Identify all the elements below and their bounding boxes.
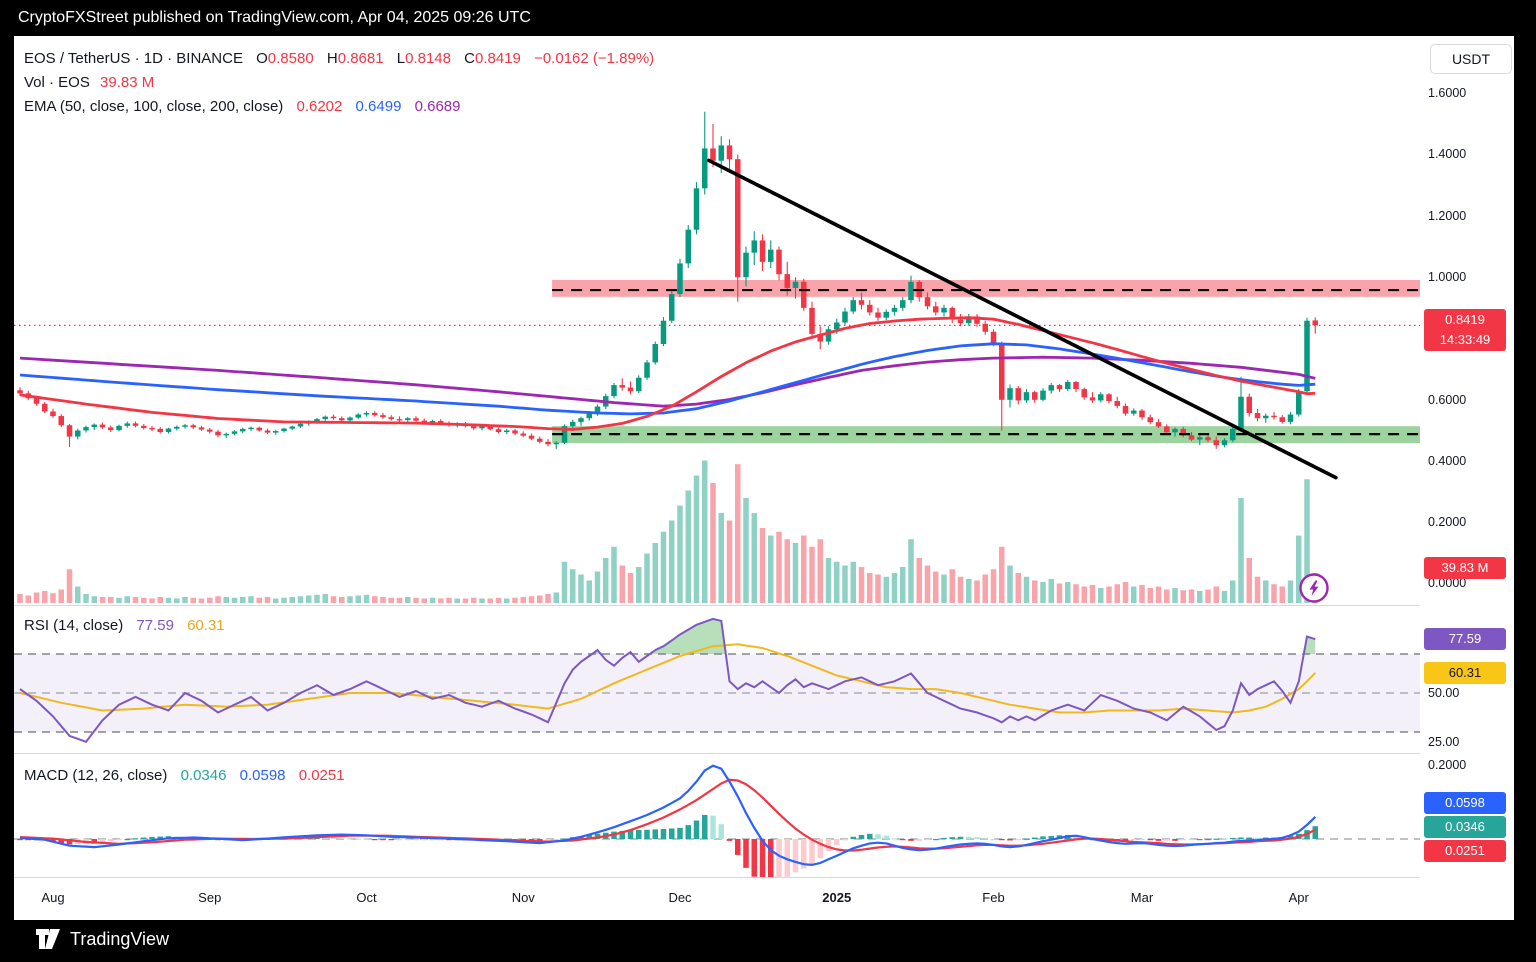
volume-label: Vol · EOS <box>24 74 90 91</box>
ema200-line <box>19 355 1316 408</box>
tradingview-brand[interactable]: TradingView <box>70 929 170 949</box>
ema100-value: 0.6499 <box>355 98 402 115</box>
price-tick: 1.0000 <box>1428 269 1467 284</box>
price-tick: 0.6000 <box>1428 392 1467 407</box>
rsi-line <box>19 617 1316 743</box>
price-axis[interactable]: 1.6000 1.4000 1.2000 1.0000 0.6000 0.4000 0.20… <box>1420 36 1514 920</box>
macd-line-badge: 0.0598 <box>1424 792 1506 814</box>
macd-hist-badge: 0.0346 <box>1424 816 1506 838</box>
rsi-badge: 77.59 <box>1424 628 1506 650</box>
price-tick: 1.6000 <box>1428 86 1467 100</box>
currency-toggle-label: USDT <box>1451 51 1491 67</box>
quick-trade-lightning-button[interactable] <box>1298 572 1330 604</box>
ema-legend-row: EMA (50, close, 100, close, 200, close) … <box>24 98 461 115</box>
ema100-line <box>19 342 1316 416</box>
tradingview-logo-icon[interactable] <box>36 929 62 953</box>
macd-legend-row: MACD (12, 26, close) 0.0346 0.0598 0.025… <box>24 767 345 784</box>
time-axis-separator <box>14 877 1514 878</box>
macd-line-value: 0.0598 <box>239 767 286 784</box>
bar-countdown: 14:33:49 <box>1439 332 1491 347</box>
footer-bar: TradingView <box>0 920 1536 962</box>
ohlc-low: L0.8148 <box>396 50 451 67</box>
price-panel-canvas[interactable] <box>14 36 1420 605</box>
time-axis-label: Sep <box>198 890 222 905</box>
rsi-label: RSI (14, close) <box>24 617 124 634</box>
time-axis-label: 2025 <box>822 890 852 905</box>
current-price-badge: 0.8419 14:33:49 <box>1424 309 1506 351</box>
time-axis-label: Aug <box>41 890 65 905</box>
resistance-zone <box>552 279 1420 297</box>
ohlc-close: C0.8419 <box>464 50 521 67</box>
price-tick: 0.0000 <box>1428 576 1467 591</box>
chart-frame: EOS / TetherUS · 1D · BINANCE O0.8580 H0… <box>14 36 1514 920</box>
time-axis-label: Feb <box>982 890 1005 905</box>
time-axis[interactable]: Aug Sep Oct Nov Dec 2025 Feb Mar Apr <box>14 878 1514 920</box>
ema-label: EMA (50, close, 100, close, 200, close) <box>24 98 284 115</box>
attribution-text: CryptoFXStreet published on TradingView.… <box>18 9 531 26</box>
macd-signal-badge: 0.0251 <box>1424 840 1506 862</box>
rsi-ma-badge: 60.31 <box>1424 662 1506 684</box>
lightning-icon <box>1299 573 1329 603</box>
macd-panel-canvas[interactable] <box>14 753 1420 877</box>
time-axis-label: Oct <box>356 890 377 905</box>
ohlc-high: H0.8681 <box>326 50 384 67</box>
rsi-tick-50: 50.00 <box>1428 686 1460 700</box>
rsi-ma-line <box>19 643 1317 714</box>
macd-line <box>19 764 1317 867</box>
ema50-value: 0.6202 <box>296 98 343 115</box>
volume-value: 39.83 M <box>100 74 155 91</box>
ema50-line <box>19 316 1316 431</box>
current-price-value: 0.8419 <box>1445 312 1485 327</box>
macd-tick-02: 0.2000 <box>1428 758 1467 772</box>
rsi-legend-row: RSI (14, close) 77.59 60.31 <box>24 617 225 634</box>
change-value: −0.0162 (−1.89%) <box>534 50 655 67</box>
currency-toggle-button[interactable]: USDT <box>1430 44 1512 74</box>
rsi-value: 77.59 <box>136 617 174 634</box>
rsi-panel-canvas[interactable] <box>14 605 1420 753</box>
symbol-title[interactable]: EOS / TetherUS · 1D · BINANCE <box>24 50 243 67</box>
price-tick: 0.2000 <box>1428 515 1467 530</box>
volume-legend-row: Vol · EOS 39.83 M <box>24 74 154 91</box>
time-axis-label: Mar <box>1130 890 1154 905</box>
macd-signal-value: 0.0251 <box>298 767 345 784</box>
attribution-bar: CryptoFXStreet published on TradingView.… <box>0 0 1536 36</box>
support-zone <box>552 426 1420 444</box>
panel-separator[interactable] <box>14 753 1514 754</box>
time-axis-label: Dec <box>668 890 692 905</box>
price-tick: 0.4000 <box>1428 453 1467 468</box>
macd-signal-line <box>19 778 1316 852</box>
rsi-tick-25: 25.00 <box>1428 735 1460 749</box>
ema200-value: 0.6689 <box>414 98 461 115</box>
descending-trendline <box>707 158 1338 480</box>
rsi-ma-value: 60.31 <box>187 617 225 634</box>
volume-badge: 39.83 M <box>1424 557 1506 579</box>
ohlc-open: O0.8580 <box>256 50 314 67</box>
macd-hist-value: 0.0346 <box>180 767 227 784</box>
price-tick: 1.2000 <box>1428 208 1467 223</box>
symbol-legend-row: EOS / TetherUS · 1D · BINANCE O0.8580 H0… <box>24 50 654 67</box>
macd-label: MACD (12, 26, close) <box>24 767 168 784</box>
time-axis-label: Apr <box>1288 890 1309 905</box>
price-tick: 1.4000 <box>1428 147 1467 162</box>
time-axis-label: Nov <box>511 890 535 905</box>
panel-separator[interactable] <box>14 605 1514 606</box>
